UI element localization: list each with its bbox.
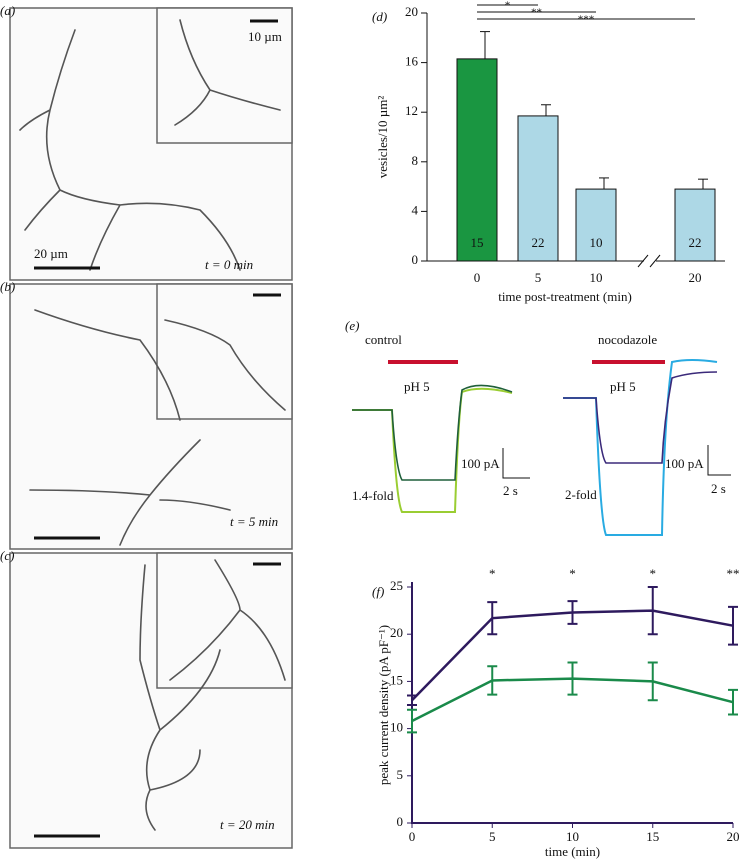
bar <box>674 188 716 262</box>
count-label: 22 <box>689 235 702 250</box>
fold-label: 2-fold <box>565 487 597 502</box>
y-axis-label: vesicles/10 µm² <box>375 96 390 179</box>
significance-label: * <box>505 0 511 12</box>
y-tick-label: 10 <box>390 720 403 735</box>
x-tick-label: 0 <box>409 829 416 844</box>
x-tick-label: 5 <box>489 829 496 844</box>
trace-panel: (e) control nocodazole pH 5 pH 5 100 pA … <box>345 318 731 536</box>
panel-label: (b) <box>0 279 15 294</box>
condition-label: control <box>365 332 402 347</box>
significance-label: *** <box>578 14 595 26</box>
error-bar <box>567 661 578 696</box>
ph-label: pH 5 <box>610 379 636 394</box>
current-scale: 100 pA <box>665 456 704 471</box>
y-tick-label: 12 <box>405 103 418 118</box>
scale-label: 20 µm <box>34 246 68 261</box>
error-bar <box>407 694 417 706</box>
panel-label: (f) <box>372 584 384 599</box>
y-tick-label: 15 <box>390 672 403 687</box>
bar <box>456 58 498 262</box>
image-panel-c: t = 20 min (c) <box>0 548 293 849</box>
annotation: * <box>489 566 496 581</box>
x-axis-label: time post-treatment (min) <box>498 289 632 304</box>
annotation: ** <box>727 566 740 581</box>
count-label: 15 <box>471 235 484 250</box>
count-label: 22 <box>532 235 545 250</box>
y-tick-label: 16 <box>405 54 419 69</box>
fold-label: 1.4-fold <box>352 488 394 503</box>
y-tick-label: 20 <box>390 625 403 640</box>
x-tick-label: 0 <box>474 270 481 285</box>
error-bar <box>647 586 658 636</box>
panel-label: (d) <box>372 9 387 24</box>
y-tick-label: 8 <box>412 153 419 168</box>
bar <box>517 115 559 262</box>
panel-label: (c) <box>0 548 14 563</box>
x-axis-label: time (min) <box>545 844 600 859</box>
bar <box>575 188 617 262</box>
count-label: 10 <box>590 235 603 250</box>
x-tick-label: 20 <box>727 829 740 844</box>
x-tick-label: 20 <box>689 270 702 285</box>
x-tick-label: 15 <box>646 829 659 844</box>
y-tick-label: 20 <box>405 4 418 19</box>
error-bar <box>647 661 658 702</box>
x-tick-label: 5 <box>535 270 542 285</box>
image-panel-b: t = 5 min (b) <box>0 279 293 550</box>
y-tick-label: 5 <box>397 767 404 782</box>
y-tick-label: 0 <box>412 252 419 267</box>
significance-label: ** <box>531 7 542 19</box>
image-panel-a: 10 µm 20 µm t = 0 min (a) <box>0 3 293 281</box>
current-scale: 100 pA <box>461 456 500 471</box>
time-label: t = 5 min <box>230 514 278 529</box>
panel-label: (e) <box>345 318 359 333</box>
error-bar <box>728 688 738 716</box>
y-axis-label: peak current density (pA pF⁻¹) <box>376 625 391 785</box>
panel-label: (a) <box>0 3 15 18</box>
condition-label: nocodazole <box>598 332 657 347</box>
error-bar <box>407 708 417 734</box>
error-bar <box>728 605 738 646</box>
y-tick-label: 4 <box>412 202 419 217</box>
time-scale: 2 s <box>503 483 518 498</box>
ph-label: pH 5 <box>404 379 430 394</box>
time-label: t = 0 min <box>205 257 253 272</box>
y-tick-label: 25 <box>390 578 403 593</box>
annotation: * <box>650 566 657 581</box>
time-scale: 2 s <box>711 481 726 496</box>
error-bar <box>487 601 498 636</box>
annotation: * <box>569 566 576 581</box>
error-bar <box>567 600 578 625</box>
error-bar <box>487 665 498 696</box>
x-tick-label: 10 <box>590 270 603 285</box>
time-label: t = 20 min <box>220 817 275 832</box>
y-tick-label: 0 <box>397 814 404 829</box>
inset-scale: 10 µm <box>248 29 282 44</box>
x-tick-label: 10 <box>566 829 579 844</box>
